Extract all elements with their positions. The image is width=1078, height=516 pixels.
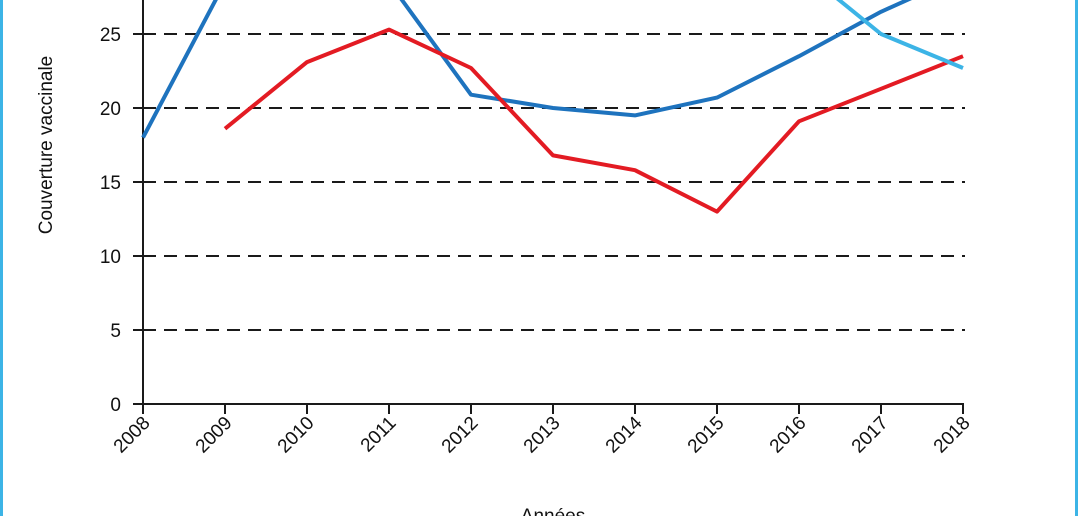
- x-tick-label: 2013: [520, 413, 565, 458]
- series-line-3: [835, 0, 964, 70]
- x-tick-label: 2014: [602, 412, 647, 457]
- axes-layer: [133, 0, 964, 414]
- y-tick-label: 20: [100, 99, 121, 120]
- x-tick-label: 2008: [110, 413, 155, 458]
- grid-layer: [143, 33, 965, 331]
- labels-layer: 0 5 10 15 20 25 2008 2009 2010 2011 2012 2013 2014 20…: [100, 25, 975, 457]
- x-tick-label: 2011: [357, 413, 401, 457]
- line-chart: 0 5 10 15 20 25 2008 2009 2010 2011 2012 2013 2014 20…: [36, 0, 975, 516]
- y-tick-label: 15: [100, 173, 121, 194]
- x-axis-title: Années: [521, 506, 585, 516]
- y-tick-label: 25: [100, 25, 121, 46]
- x-tick-label: 2015: [684, 413, 729, 458]
- y-tick-label: 0: [110, 395, 121, 416]
- y-tick-label: 10: [100, 247, 121, 268]
- series-line-1: [141, 0, 913, 139]
- x-tick-label: 2010: [274, 413, 319, 458]
- series-line-2: [223, 27, 964, 214]
- y-tick-label: 5: [110, 321, 121, 342]
- x-tick-label: 2017: [848, 413, 893, 458]
- x-tick-label: 2012: [438, 413, 483, 458]
- x-tick-label: 2009: [192, 413, 237, 458]
- x-tick-label: 2016: [766, 413, 811, 458]
- x-tick-label: 2018: [930, 413, 975, 458]
- series-layer: [141, 0, 964, 214]
- y-axis-title: Couverture vaccinale: [36, 56, 57, 234]
